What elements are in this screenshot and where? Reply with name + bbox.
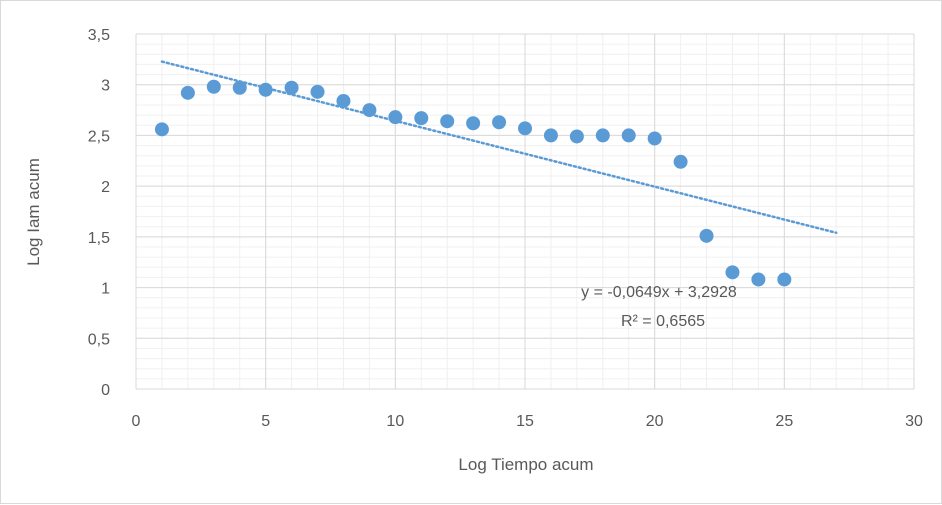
- y-tick-label: 3,5: [88, 27, 110, 44]
- data-point: [414, 111, 429, 126]
- x-tick-label: 25: [775, 413, 793, 430]
- data-points: [154, 79, 792, 287]
- x-tick-label: 0: [132, 413, 141, 430]
- data-point: [180, 85, 195, 100]
- data-point: [466, 116, 481, 131]
- major-gridlines: [135, 33, 915, 390]
- linear-trendline: [160, 60, 838, 234]
- data-point: [206, 79, 221, 94]
- data-point: [284, 80, 299, 95]
- data-point: [621, 128, 636, 143]
- y-axis-title: Log Iam acum: [24, 158, 43, 266]
- data-point: [777, 272, 792, 287]
- data-point: [154, 122, 169, 137]
- data-point: [518, 121, 532, 136]
- data-point: [440, 114, 455, 129]
- data-point: [673, 154, 688, 169]
- trendline-r-squared: R² = 0,6565: [621, 313, 705, 330]
- data-point: [751, 272, 766, 287]
- data-point: [232, 80, 247, 95]
- data-point: [543, 128, 558, 143]
- data-point: [699, 228, 714, 243]
- data-point: [388, 110, 403, 125]
- data-point: [647, 131, 662, 146]
- x-axis-tick-labels: 0 5 10 15 20 25 30: [132, 413, 923, 430]
- data-point: [492, 115, 507, 130]
- y-tick-label: 3: [101, 78, 110, 95]
- x-axis-title: Log Tiempo acum: [458, 455, 593, 474]
- y-tick-label: 2,5: [88, 128, 110, 145]
- x-tick-label: 5: [261, 413, 270, 430]
- data-point: [725, 265, 740, 280]
- y-tick-label: 1,5: [88, 230, 110, 247]
- trendline-equation: y = -0,0649x + 3,2928: [581, 284, 737, 301]
- data-point: [595, 128, 610, 143]
- data-point: [569, 129, 584, 144]
- y-axis-tick-labels: 0 0,5 1 1,5 2 2,5 3 3,5: [88, 27, 110, 399]
- data-point: [258, 82, 273, 97]
- data-point: [362, 103, 377, 118]
- y-tick-label: 0: [101, 382, 110, 399]
- x-tick-label: 20: [646, 413, 664, 430]
- y-tick-label: 2: [101, 179, 110, 196]
- x-tick-label: 15: [516, 413, 534, 430]
- data-point: [310, 84, 325, 99]
- y-tick-label: 0,5: [88, 331, 110, 348]
- y-tick-label: 1: [101, 281, 110, 298]
- x-tick-label: 30: [905, 413, 923, 430]
- x-tick-label: 10: [386, 413, 404, 430]
- data-point: [336, 93, 351, 108]
